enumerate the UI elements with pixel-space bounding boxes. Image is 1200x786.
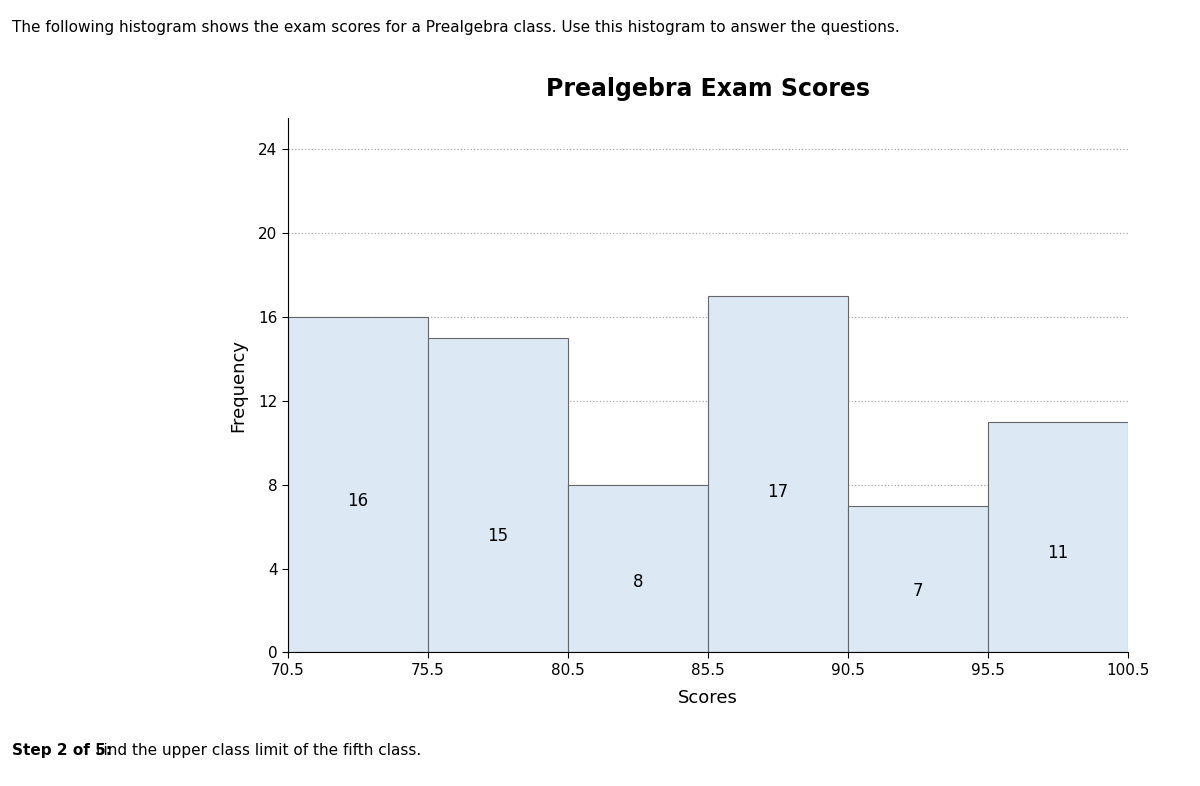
- Text: 11: 11: [1048, 544, 1069, 562]
- Text: 7: 7: [913, 582, 923, 600]
- Bar: [428, 338, 568, 652]
- Y-axis label: Frequency: Frequency: [229, 339, 247, 432]
- Text: 8: 8: [632, 573, 643, 591]
- Title: Prealgebra Exam Scores: Prealgebra Exam Scores: [546, 77, 870, 101]
- Text: Find the upper class limit of the fifth class.: Find the upper class limit of the fifth …: [91, 743, 421, 758]
- Text: Step 2 of 5:: Step 2 of 5:: [12, 743, 112, 758]
- Text: The following histogram shows the exam scores for a Prealgebra class. Use this h: The following histogram shows the exam s…: [12, 20, 900, 35]
- Bar: [848, 505, 988, 652]
- X-axis label: Scores: Scores: [678, 689, 738, 707]
- Bar: [708, 296, 848, 652]
- Text: 17: 17: [768, 483, 788, 501]
- Bar: [988, 422, 1128, 652]
- Text: 16: 16: [348, 493, 368, 510]
- Bar: [288, 317, 428, 652]
- Text: 15: 15: [487, 527, 509, 545]
- Bar: [568, 485, 708, 652]
